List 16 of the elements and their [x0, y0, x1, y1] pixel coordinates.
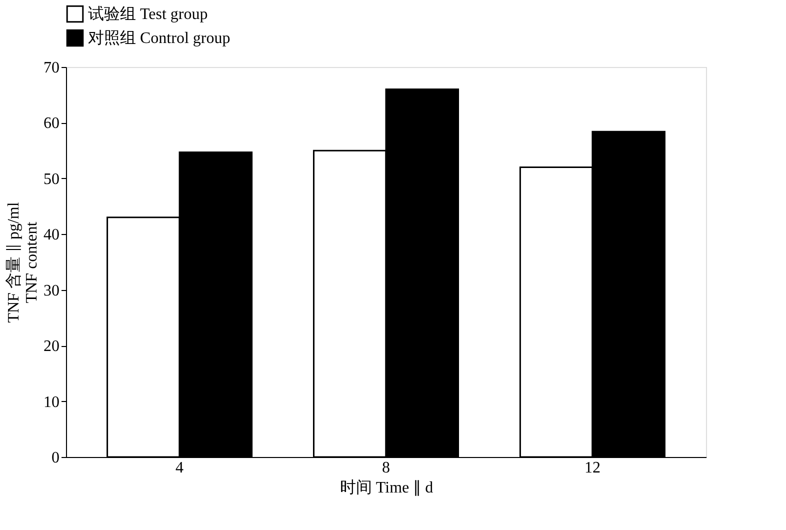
y-tick-label: 30	[44, 282, 60, 300]
text: TNF 含量 ∥ pg/ml	[6, 202, 22, 323]
y-tick-label: 50	[44, 170, 60, 188]
legend-label: 对照组 Control group	[88, 29, 230, 47]
y-tick-label: 20	[44, 338, 60, 356]
y-tick-label: 40	[44, 226, 60, 244]
y-tick-label: 60	[44, 115, 60, 132]
text: TNF content	[24, 222, 40, 304]
y-tick-label: 10	[44, 394, 60, 411]
y-tick-label: 70	[44, 60, 60, 76]
x-tick-label: 4	[176, 460, 184, 476]
x-axis-title: 时间 Time ∥ d	[340, 478, 434, 496]
x-tick-label: 12	[584, 460, 600, 476]
legend-label: 试验组 Test group	[88, 5, 208, 23]
x-tick-label: 8	[382, 460, 390, 476]
y-tick-label: 0	[52, 450, 60, 466]
